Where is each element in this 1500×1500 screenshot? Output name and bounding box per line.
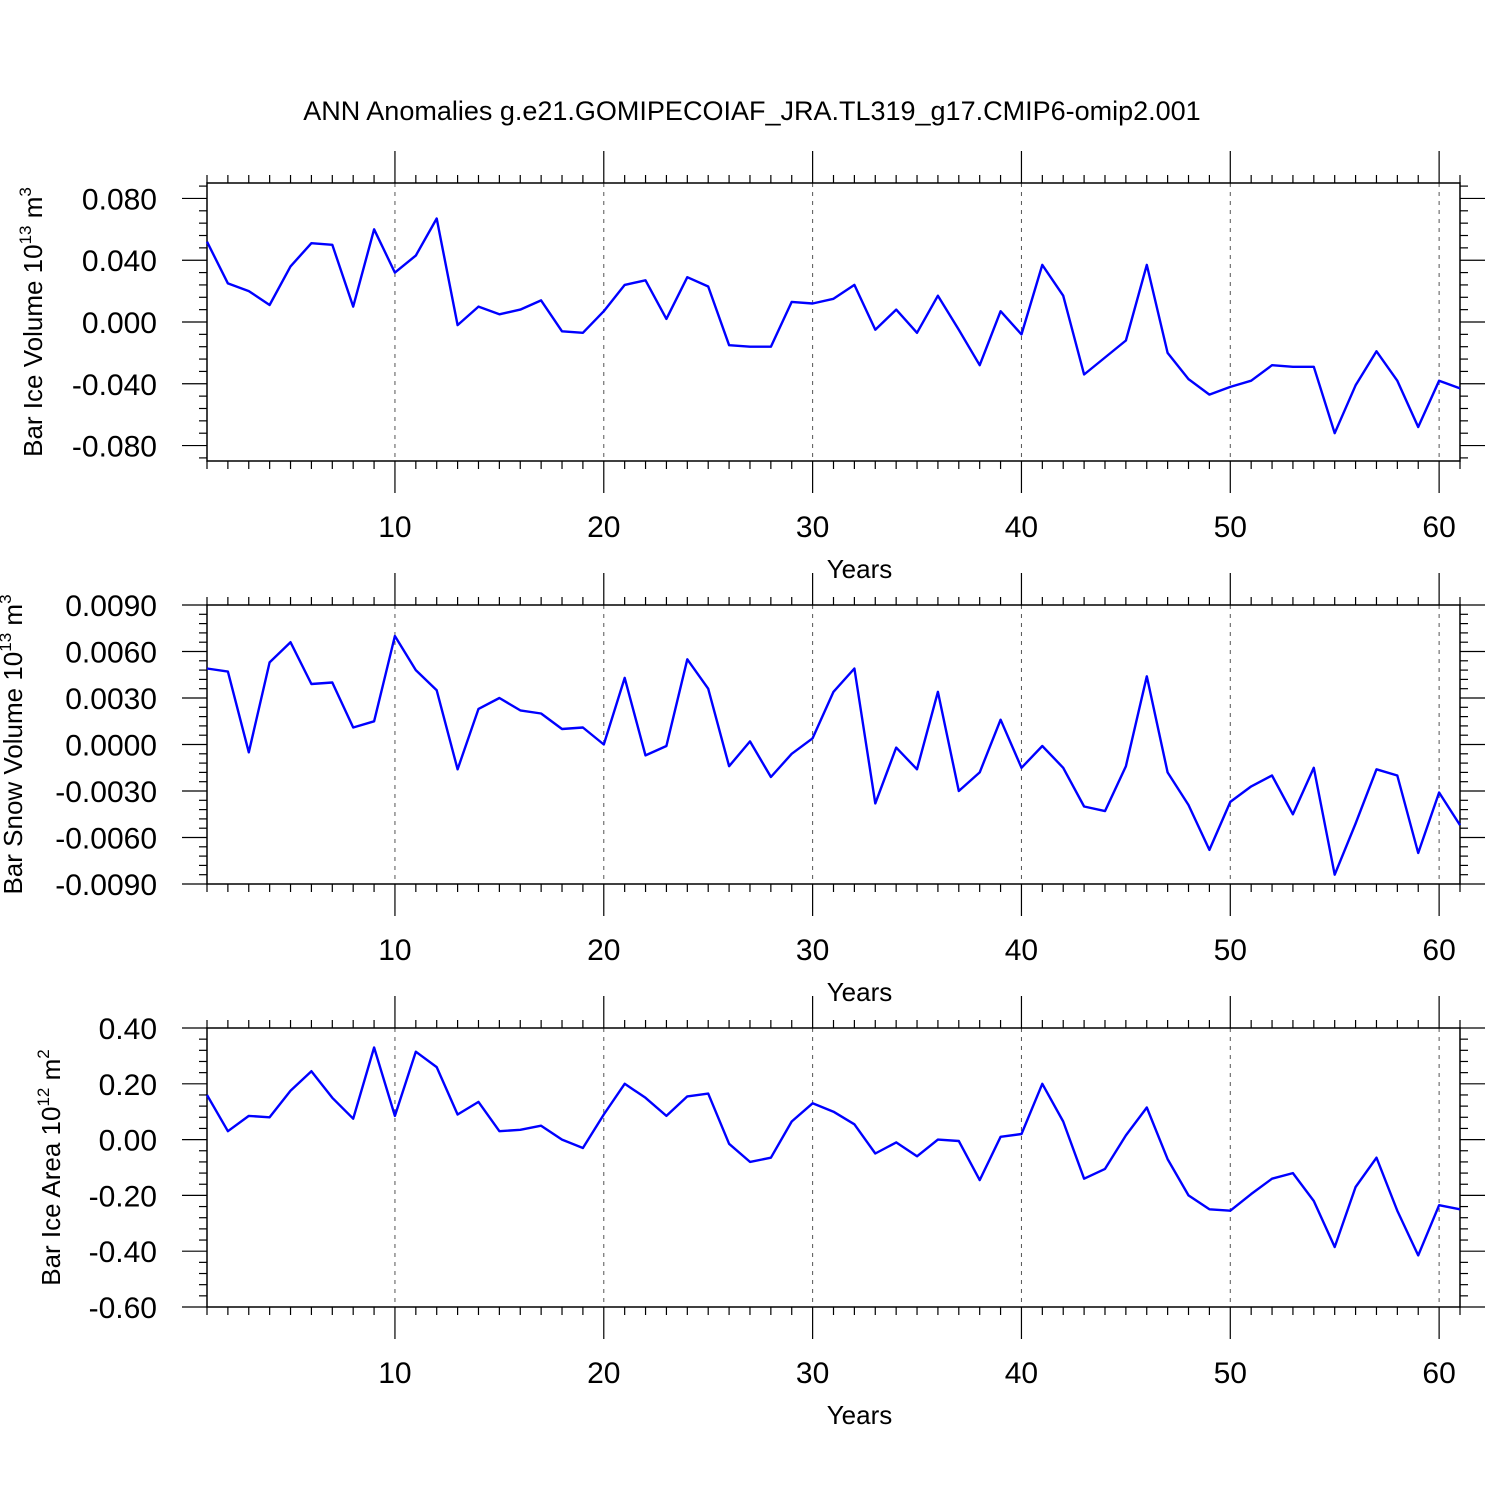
panels: 10 20 30 40 50 60 0.080 0.040 0.000 -0.040 -0.080 Y… <box>0 151 1485 1430</box>
y-axis-title: Bar Ice Volume 1013 m3 <box>16 187 48 457</box>
x-tick-label: 50 <box>1214 511 1247 544</box>
y-tick-label: 0.0090 <box>65 590 157 623</box>
y-axis-title-unit: m <box>36 1059 66 1088</box>
y-tick-label: -0.040 <box>72 369 157 402</box>
y-tick-label: -0.080 <box>72 431 157 464</box>
y-tick-label: -0.0090 <box>55 869 157 902</box>
x-tick-label: 60 <box>1422 511 1455 544</box>
y-tick-label: -0.60 <box>89 1292 157 1325</box>
panel-3: 10 20 30 40 50 60 0.40 0.20 0.00 -0.20 -0.40 -0.60 Y… <box>34 996 1485 1430</box>
y-axis-title-unit-exponent: 3 <box>0 594 15 603</box>
y-tick-label: -0.20 <box>89 1180 157 1213</box>
x-axis-title: Years <box>827 1400 893 1430</box>
series-line <box>205 1046 1461 1257</box>
y-axis-title-unit: m <box>18 197 48 226</box>
x-tick-label: 40 <box>1005 1357 1038 1390</box>
y-tick-label: 0.40 <box>99 1013 157 1046</box>
x-tick-label: 40 <box>1005 511 1038 544</box>
y-tick-label: 0.040 <box>82 245 157 278</box>
y-axis-title-text: Bar Ice Volume 10 <box>18 244 48 456</box>
x-tick-label: 60 <box>1422 934 1455 967</box>
series-line <box>205 217 1461 435</box>
x-tick-label: 40 <box>1005 934 1038 967</box>
y-axis-title-unit: m <box>0 604 28 633</box>
y-tick-label: -0.0060 <box>55 823 157 856</box>
x-tick-label: 30 <box>796 934 829 967</box>
x-tick-label: 20 <box>587 934 620 967</box>
panel-1: 10 20 30 40 50 60 0.080 0.040 0.000 -0.040 -0.080 Y… <box>16 151 1485 584</box>
y-tick-label: 0.00 <box>99 1125 157 1158</box>
y-tick-label: 0.20 <box>99 1069 157 1102</box>
y-axis-title: Bar Ice Area 1012 m2 <box>34 1049 66 1286</box>
x-tick-label: 20 <box>587 1357 620 1390</box>
x-tick-label: 30 <box>796 1357 829 1390</box>
y-tick-label: 0.0030 <box>65 683 157 716</box>
y-axis-title-exponent: 12 <box>34 1088 53 1107</box>
y-axis-title-unit-exponent: 2 <box>34 1049 53 1058</box>
y-axis-title: Bar Snow Volume 1013 m3 <box>0 594 28 894</box>
y-tick-label: -0.0030 <box>55 776 157 809</box>
x-axis-title: Years <box>827 554 893 584</box>
y-axis-title-text: Bar Ice Area 10 <box>36 1107 66 1286</box>
y-tick-label: 0.000 <box>82 307 157 340</box>
series-line <box>206 634 1462 876</box>
y-tick-label: -0.40 <box>89 1236 157 1269</box>
y-axis-title-exponent: 13 <box>0 633 15 652</box>
y-axis-title-text: Bar Snow Volume 10 <box>0 652 28 895</box>
x-tick-label: 50 <box>1214 934 1247 967</box>
x-tick-label: 30 <box>796 511 829 544</box>
x-tick-label: 10 <box>378 934 411 967</box>
x-tick-label: 50 <box>1214 1357 1247 1390</box>
y-axis-title-exponent: 13 <box>16 225 35 244</box>
x-tick-label: 10 <box>378 511 411 544</box>
x-tick-label: 60 <box>1422 1357 1455 1390</box>
y-tick-label: 0.0000 <box>65 730 157 763</box>
y-tick-label: 0.080 <box>82 183 157 216</box>
panel-2: 10 20 30 40 50 60 0.0090 0.0060 0.0030 0.0000 -0.0… <box>0 573 1485 1007</box>
x-tick-label: 20 <box>587 511 620 544</box>
x-axis-title: Years <box>827 977 893 1007</box>
y-axis-title-unit-exponent: 3 <box>16 187 35 196</box>
y-tick-label: 0.0060 <box>65 637 157 670</box>
x-tick-label: 10 <box>378 1357 411 1390</box>
figure-title: ANN Anomalies g.e21.GOMIPECOIAF_JRA.TL31… <box>303 96 1200 126</box>
